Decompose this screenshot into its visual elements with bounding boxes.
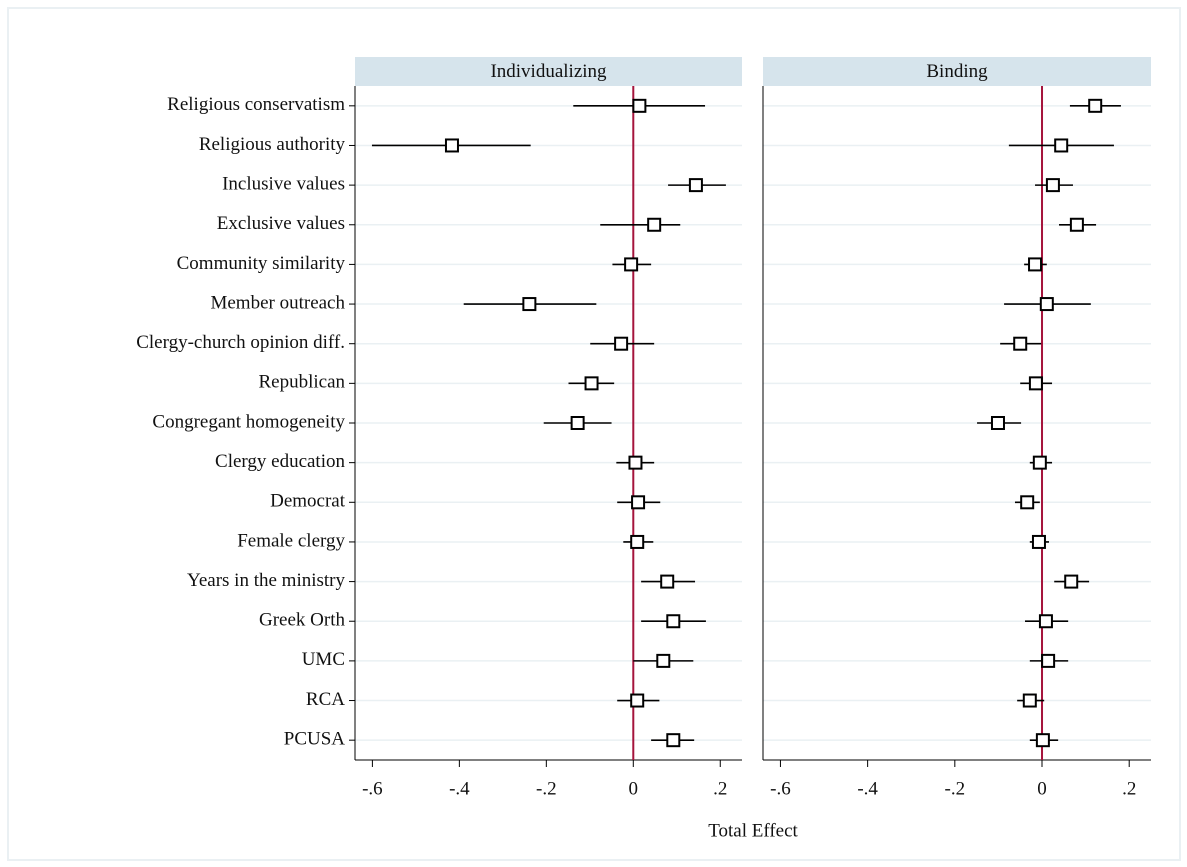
point-estimate — [632, 98, 647, 113]
panel-header — [355, 57, 742, 86]
point-estimate — [666, 733, 681, 748]
x-tick-label: -.4 — [857, 778, 878, 799]
y-tick-label: Religious conservatism — [167, 94, 345, 115]
panel-title: Binding — [926, 61, 988, 82]
point-estimate — [656, 653, 671, 668]
point-estimate — [990, 416, 1005, 430]
point-estimate — [624, 257, 639, 272]
point-estimate — [570, 416, 585, 430]
point-estimate — [444, 138, 459, 153]
y-tick-label: Congregant homogeneity — [152, 411, 345, 432]
x-tick-label: .2 — [713, 778, 727, 799]
point-estimate — [688, 178, 703, 193]
point-estimate — [628, 455, 643, 470]
y-tick-label: Member outreach — [210, 292, 345, 313]
point-estimate — [1022, 693, 1037, 708]
x-tick-label: 0 — [1037, 778, 1047, 799]
point-estimate — [1028, 257, 1043, 272]
point-estimate — [614, 336, 629, 351]
panel-header — [763, 57, 1151, 86]
x-tick-label: -.4 — [449, 778, 470, 799]
point-estimate — [1041, 653, 1056, 668]
point-estimate — [1069, 217, 1084, 232]
y-tick-label: Religious authority — [199, 134, 346, 155]
point-estimate — [1038, 614, 1053, 629]
x-tick-label: .2 — [1122, 778, 1136, 799]
point-estimate — [1035, 733, 1050, 748]
y-tick-label: Republican — [258, 372, 345, 393]
point-estimate — [630, 693, 645, 708]
x-tick-label: 0 — [629, 778, 639, 799]
y-tick-label: Clergy-church opinion diff. — [136, 332, 345, 353]
y-tick-label: Democrat — [270, 491, 346, 512]
point-estimate — [660, 574, 675, 589]
panel-title: Individualizing — [490, 61, 607, 82]
point-estimate — [630, 534, 645, 549]
point-estimate — [1054, 138, 1069, 153]
y-tick-label: PCUSA — [284, 729, 346, 750]
y-tick-label: Community similarity — [177, 253, 346, 274]
y-tick-label: Exclusive values — [217, 213, 345, 234]
point-estimate — [1020, 495, 1035, 510]
point-estimate — [1088, 98, 1103, 113]
point-estimate — [666, 614, 681, 629]
y-tick-label: RCA — [306, 689, 345, 710]
point-estimate — [1045, 178, 1060, 193]
point-estimate — [1031, 534, 1046, 549]
point-estimate — [1039, 297, 1054, 312]
point-estimate — [1064, 574, 1079, 589]
y-tick-label: Years in the ministry — [187, 570, 345, 591]
y-tick-label: UMC — [302, 649, 345, 670]
y-tick-label: Greek Orth — [259, 610, 345, 631]
x-tick-label: -.2 — [536, 778, 557, 799]
x-axis-label: Total Effect — [708, 820, 798, 841]
point-estimate — [1028, 376, 1043, 391]
point-estimate — [1013, 336, 1028, 351]
point-estimate — [631, 495, 646, 510]
point-estimate — [647, 217, 662, 232]
x-tick-label: -.6 — [362, 778, 383, 799]
frame — [7, 7, 1181, 861]
point-estimate — [1032, 455, 1047, 470]
x-tick-label: -.2 — [945, 778, 966, 799]
x-tick-label: -.6 — [770, 778, 791, 799]
point-estimate — [584, 376, 599, 391]
point-estimate — [522, 297, 537, 312]
y-tick-label: Female clergy — [237, 530, 345, 551]
y-tick-label: Inclusive values — [222, 173, 345, 194]
y-tick-label: Clergy education — [215, 451, 345, 472]
